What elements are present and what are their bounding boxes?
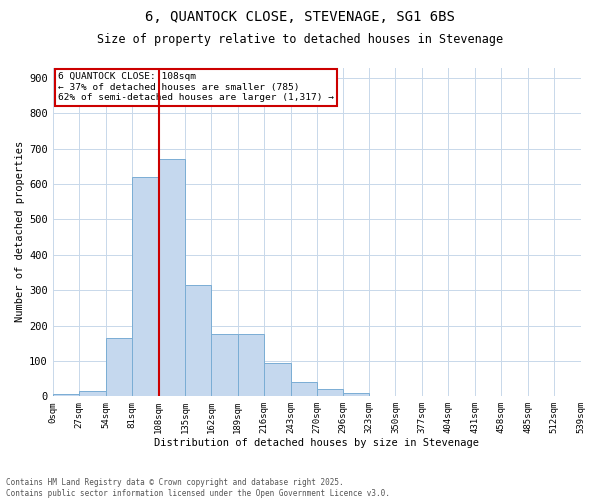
- Bar: [290, 382, 317, 396]
- Bar: [343, 392, 369, 396]
- Bar: [106, 338, 132, 396]
- Bar: [264, 362, 290, 396]
- Bar: [132, 177, 158, 396]
- Bar: [79, 391, 106, 396]
- Bar: [211, 334, 238, 396]
- Text: Size of property relative to detached houses in Stevenage: Size of property relative to detached ho…: [97, 32, 503, 46]
- Bar: [238, 334, 264, 396]
- Bar: [158, 160, 185, 396]
- X-axis label: Distribution of detached houses by size in Stevenage: Distribution of detached houses by size …: [154, 438, 479, 448]
- Y-axis label: Number of detached properties: Number of detached properties: [15, 141, 25, 322]
- Text: 6, QUANTOCK CLOSE, STEVENAGE, SG1 6BS: 6, QUANTOCK CLOSE, STEVENAGE, SG1 6BS: [145, 10, 455, 24]
- Bar: [185, 285, 211, 396]
- Text: Contains HM Land Registry data © Crown copyright and database right 2025.
Contai: Contains HM Land Registry data © Crown c…: [6, 478, 390, 498]
- Bar: [53, 394, 79, 396]
- Bar: [317, 389, 343, 396]
- Text: 6 QUANTOCK CLOSE: 108sqm
← 37% of detached houses are smaller (785)
62% of semi-: 6 QUANTOCK CLOSE: 108sqm ← 37% of detach…: [58, 72, 334, 102]
